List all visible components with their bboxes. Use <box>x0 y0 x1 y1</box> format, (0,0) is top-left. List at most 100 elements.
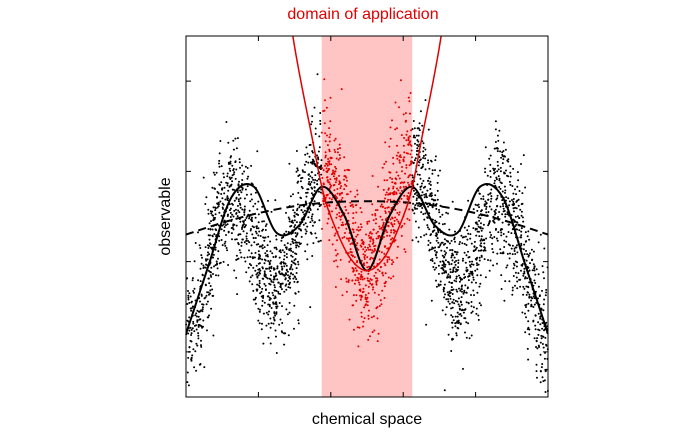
data-point-outside <box>516 280 519 283</box>
data-point-inside <box>394 208 397 211</box>
data-point-inside <box>365 233 367 236</box>
data-point-outside <box>210 212 213 215</box>
data-point-outside <box>525 316 527 319</box>
data-point-outside <box>312 178 315 181</box>
data-point-inside <box>375 237 378 240</box>
data-point-outside <box>311 162 314 165</box>
data-point-outside <box>440 241 443 244</box>
data-point-outside <box>206 254 209 257</box>
data-point-outside <box>484 276 487 279</box>
data-point-outside <box>500 274 503 277</box>
data-point-outside <box>477 318 480 321</box>
data-point-outside <box>276 267 279 269</box>
data-point-outside <box>216 202 219 205</box>
data-point-outside <box>220 239 223 241</box>
data-point-outside <box>243 170 246 173</box>
data-point-outside <box>463 291 466 294</box>
data-point-inside <box>375 280 378 283</box>
data-point-inside <box>357 248 360 251</box>
data-point-inside <box>363 256 366 259</box>
data-point-outside <box>214 187 216 190</box>
data-point-inside <box>325 170 328 173</box>
data-point-inside <box>354 274 357 276</box>
data-point-outside <box>289 247 292 250</box>
data-point-outside <box>458 274 460 277</box>
data-point-outside <box>451 200 454 203</box>
data-point-outside <box>309 143 312 146</box>
data-point-outside <box>541 335 544 338</box>
data-point-outside <box>261 287 264 290</box>
data-point-inside <box>356 228 358 231</box>
data-point-outside <box>532 263 535 266</box>
data-point-outside <box>293 215 296 218</box>
data-point-inside <box>379 299 382 302</box>
data-point-outside <box>217 257 219 260</box>
data-point-outside <box>535 363 538 366</box>
data-point-outside <box>196 344 199 347</box>
data-point-outside <box>539 233 542 236</box>
data-point-outside <box>261 258 264 261</box>
data-point-inside <box>369 240 372 243</box>
data-point-outside <box>241 238 244 241</box>
data-point-inside <box>329 183 332 186</box>
data-point-outside <box>222 172 225 175</box>
data-point-outside <box>512 198 515 200</box>
data-point-outside <box>487 224 490 227</box>
data-point-outside <box>514 284 516 287</box>
data-point-outside <box>424 201 427 204</box>
data-point-outside <box>241 179 244 181</box>
data-point-outside <box>510 247 513 250</box>
data-point-outside <box>450 239 453 242</box>
data-point-outside <box>229 211 232 214</box>
data-point-inside <box>322 203 325 205</box>
data-point-outside <box>295 267 298 270</box>
data-point-outside <box>200 345 203 348</box>
data-point-outside <box>474 269 477 272</box>
data-point-outside <box>465 321 468 324</box>
data-point-outside <box>445 252 447 254</box>
data-point-outside <box>511 293 514 296</box>
data-point-outside <box>261 266 264 269</box>
data-point-inside <box>386 234 389 237</box>
data-point-outside <box>502 210 505 213</box>
data-point-outside <box>515 246 518 249</box>
data-point-outside <box>429 193 432 196</box>
data-point-outside <box>460 234 463 237</box>
data-point-inside <box>403 151 406 154</box>
data-point-outside <box>207 212 210 215</box>
data-point-outside <box>231 203 234 206</box>
data-point-outside <box>539 370 542 372</box>
data-point-outside <box>245 232 248 235</box>
data-point-outside <box>235 224 238 227</box>
data-point-outside <box>319 203 322 206</box>
data-point-inside <box>327 158 330 160</box>
data-point-inside <box>343 188 346 191</box>
data-point-outside <box>256 150 259 153</box>
data-point-outside <box>528 333 531 336</box>
data-point-inside <box>326 176 328 179</box>
data-point-inside <box>364 254 367 257</box>
data-point-outside <box>318 146 321 149</box>
data-point-inside <box>367 292 370 295</box>
data-point-inside <box>366 277 369 280</box>
data-point-outside <box>488 269 491 272</box>
data-point-outside <box>245 217 248 219</box>
data-point-outside <box>475 262 478 265</box>
data-point-outside <box>209 274 212 277</box>
data-point-outside <box>261 247 264 250</box>
data-point-outside <box>496 204 499 207</box>
data-point-outside <box>202 267 205 269</box>
data-point-outside <box>541 265 544 268</box>
data-point-outside <box>206 258 209 261</box>
data-point-outside <box>252 237 255 240</box>
data-point-inside <box>396 245 399 248</box>
data-point-outside <box>211 186 214 189</box>
data-point-outside <box>268 267 271 270</box>
data-point-outside <box>257 213 260 216</box>
data-point-inside <box>364 304 367 307</box>
data-point-outside <box>507 231 510 233</box>
data-point-outside <box>500 234 503 237</box>
data-point-outside <box>281 322 284 324</box>
data-point-outside <box>513 250 516 252</box>
data-point-inside <box>327 181 330 184</box>
